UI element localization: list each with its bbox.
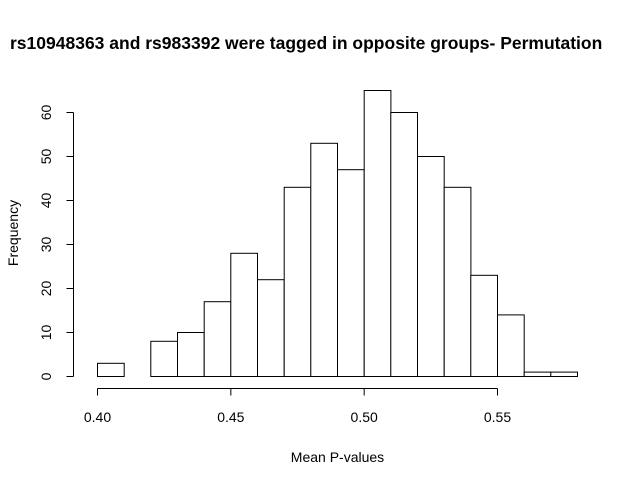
histogram-bar [230, 252, 259, 377]
histogram-bar [177, 332, 205, 377]
y-axis-label: Frequency [5, 200, 21, 266]
y-tick-label: 10 [38, 325, 54, 341]
histogram-bar [203, 301, 232, 378]
histogram-bar [283, 186, 312, 377]
x-tick-label: 0.45 [217, 409, 244, 425]
y-tick-label: 0 [38, 372, 54, 380]
histogram-bar [470, 274, 498, 377]
histogram-bar [310, 142, 338, 377]
bars-group [97, 90, 578, 378]
histogram-bar [337, 169, 365, 377]
histogram-bar [257, 279, 285, 378]
histogram-bar [390, 112, 418, 377]
histogram-bar [523, 371, 552, 378]
y-tick-label: 30 [38, 237, 54, 253]
histogram-bar [417, 156, 445, 377]
chart-title: rs10948363 and rs983392 were tagged in o… [10, 33, 602, 53]
y-tick-label: 50 [38, 149, 54, 165]
histogram-bar [443, 186, 472, 377]
y-axis: 0 10 20 30 40 50 60 [38, 105, 74, 380]
x-tick-label: 0.55 [484, 409, 511, 425]
histogram-bar [363, 90, 392, 377]
x-tick-label: 0.40 [84, 409, 111, 425]
histogram-bar [550, 371, 578, 378]
y-tick-label: 40 [38, 193, 54, 209]
y-tick-label: 20 [38, 281, 54, 297]
x-axis-label: Mean P-values [291, 449, 384, 465]
histogram-bar [150, 340, 179, 377]
y-tick-label: 60 [38, 105, 54, 121]
histogram-bar [97, 362, 125, 377]
x-axis: 0.40 0.45 0.50 0.55 [84, 388, 511, 425]
x-tick-label: 0.50 [351, 409, 378, 425]
histogram-bar [497, 314, 525, 377]
